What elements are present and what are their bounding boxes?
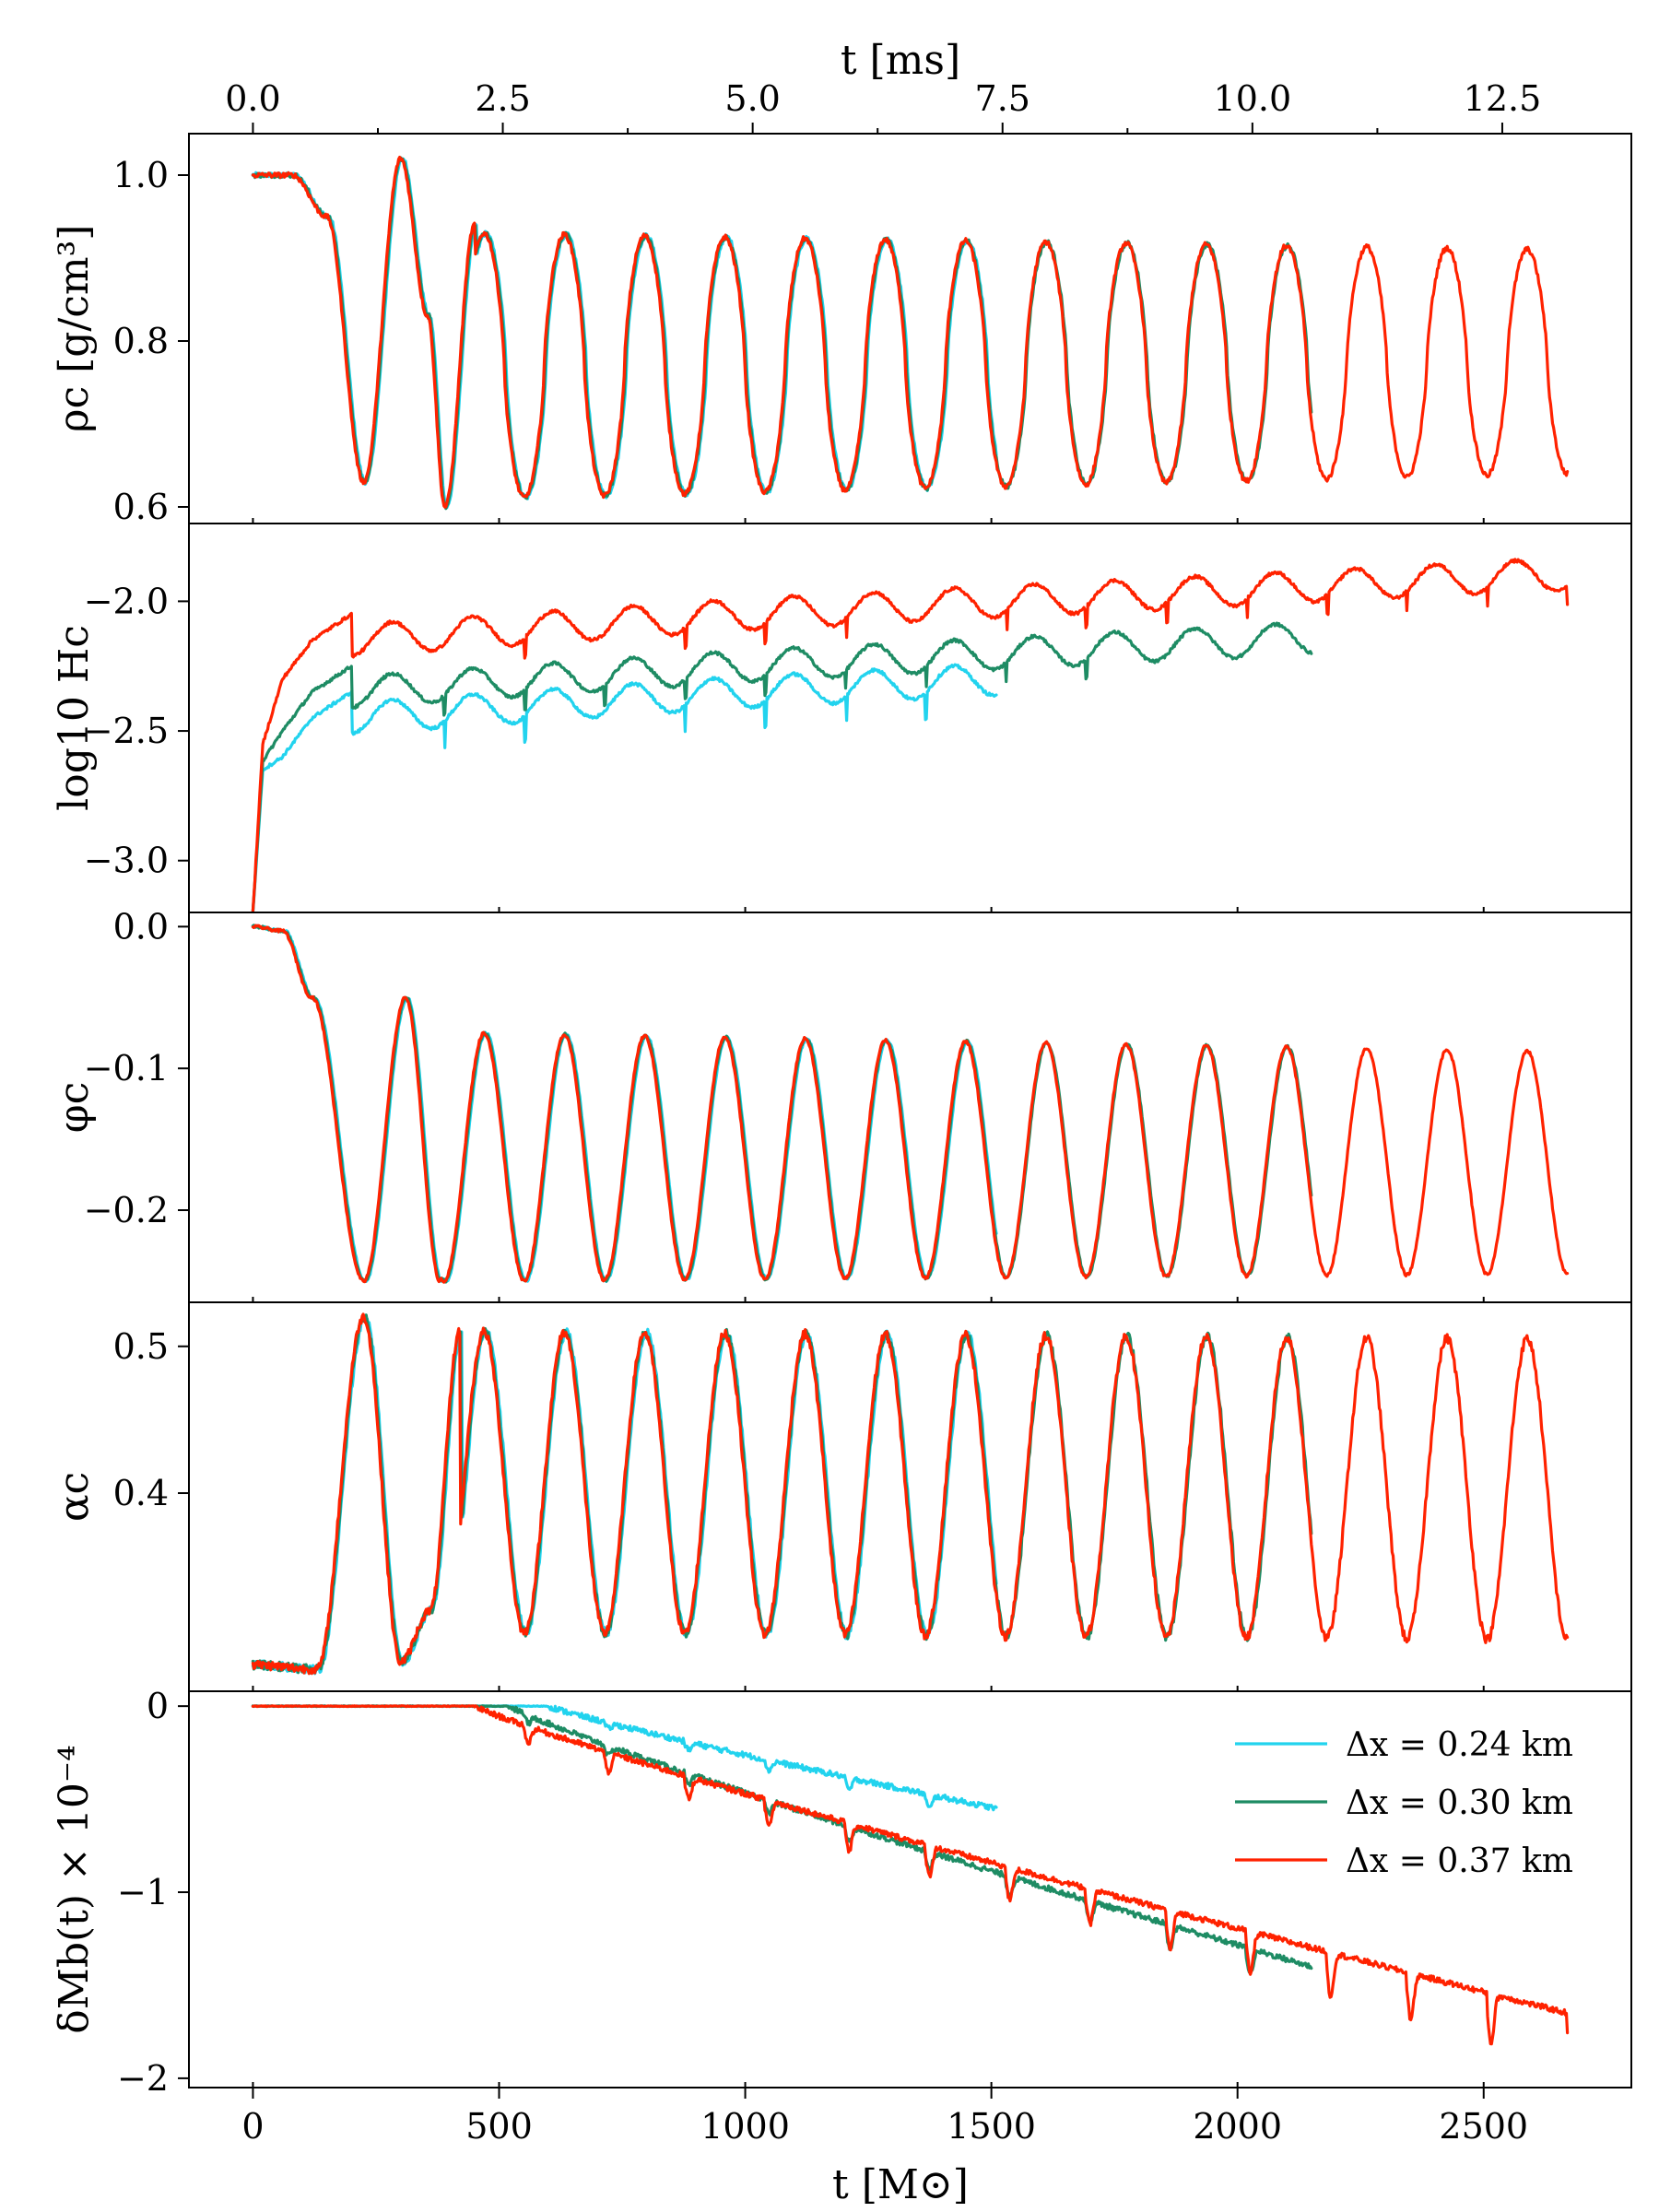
top-axis-title: t [ms] bbox=[841, 37, 960, 84]
panel-4: 0.4 0.5 αc bbox=[51, 1301, 1632, 1692]
top-tick-label: 2.5 bbox=[475, 78, 530, 119]
x-tick-label: 1000 bbox=[700, 2106, 790, 2147]
y-axis-title: ρc [g/cm³] bbox=[51, 225, 98, 433]
series-line-3 bbox=[251, 1704, 1570, 2046]
legend-label-1: Δx = 0.24 km bbox=[1346, 1726, 1573, 1764]
top-axis-ticks: 0.0 2.5 5.0 7.5 10.0 12.5 bbox=[225, 78, 1541, 134]
y-tick-label: −2.0 bbox=[84, 581, 169, 621]
y-tick-label: −0.1 bbox=[84, 1048, 169, 1088]
panel-5: −2 −1 0 δMb(t) × 10⁻⁴ bbox=[51, 1686, 1632, 2099]
series-group bbox=[251, 924, 1570, 1284]
series-line-3 bbox=[251, 1312, 1570, 1676]
top-tick-label: 10.0 bbox=[1214, 78, 1292, 119]
x-tick-label: 0 bbox=[241, 2106, 264, 2147]
series-line-3 bbox=[251, 558, 1570, 912]
series-line-2 bbox=[251, 1704, 1313, 1974]
y-tick-label: 1.0 bbox=[113, 155, 169, 195]
panel-frame bbox=[188, 1301, 1632, 1692]
bottom-axis-title: t [M⊙] bbox=[832, 2161, 969, 2208]
top-axis: t [ms] 0.0 2.5 5.0 7.5 10.0 12.5 bbox=[225, 37, 1541, 134]
legend: Δx = 0.24 km Δx = 0.30 km Δx = 0.37 km bbox=[1235, 1726, 1573, 1880]
series-line-2 bbox=[251, 1313, 1313, 1675]
series-group bbox=[251, 558, 1570, 912]
series-group bbox=[251, 156, 1570, 511]
y-axis-title: log10 Hc bbox=[51, 625, 98, 811]
y-tick-label: −2.5 bbox=[84, 711, 169, 751]
series-line-2 bbox=[251, 621, 1313, 912]
y-tick-label: −0.2 bbox=[84, 1190, 169, 1230]
top-tick-label: 12.5 bbox=[1464, 78, 1542, 119]
y-axis-title: φc bbox=[51, 1082, 98, 1133]
y-tick-label: 0 bbox=[147, 1686, 169, 1726]
series-group bbox=[251, 1704, 1570, 2046]
top-tick-label: 7.5 bbox=[975, 78, 1030, 119]
legend-label-3: Δx = 0.37 km bbox=[1346, 1842, 1573, 1880]
bottom-axis-ticks: 0 500 1000 1500 2000 2500 bbox=[241, 2088, 1528, 2147]
y-tick-label: −2 bbox=[117, 2058, 169, 2099]
y-tick-label: 0.8 bbox=[113, 321, 169, 361]
panel-frame bbox=[188, 1690, 1632, 2088]
y-axis-title: δMb(t) × 10⁻⁴ bbox=[51, 1745, 98, 2033]
y-tick-label: −3.0 bbox=[84, 841, 169, 881]
series-line-1 bbox=[251, 663, 998, 912]
series-line-3 bbox=[251, 924, 1570, 1284]
y-tick-label: 0.5 bbox=[113, 1326, 169, 1367]
series-group bbox=[251, 1312, 1570, 1676]
x-tick-label: 1500 bbox=[947, 2106, 1036, 2147]
legend-entry-1: Δx = 0.24 km bbox=[1235, 1726, 1573, 1764]
y-tick-label: 0.6 bbox=[113, 487, 169, 527]
legend-label-2: Δx = 0.30 km bbox=[1346, 1784, 1573, 1822]
y-tick-label: −1 bbox=[117, 1872, 169, 1912]
top-tick-label: 5.0 bbox=[724, 78, 780, 119]
legend-entry-2: Δx = 0.30 km bbox=[1235, 1784, 1573, 1822]
series-line-1 bbox=[251, 157, 998, 510]
x-tick-label: 2000 bbox=[1193, 2106, 1282, 2147]
y-tick-label: 0.0 bbox=[113, 906, 169, 947]
series-line-3 bbox=[251, 156, 1570, 509]
legend-entry-3: Δx = 0.37 km bbox=[1235, 1842, 1573, 1880]
bottom-axis: 0 500 1000 1500 2000 2500 t [M⊙] bbox=[241, 2088, 1528, 2208]
y-tick-label: 0.4 bbox=[113, 1473, 169, 1513]
panel-1: 0.6 0.8 1.0 ρc [g/cm³] bbox=[51, 133, 1632, 527]
y-axis-title: αc bbox=[51, 1472, 98, 1522]
series-line-1 bbox=[251, 924, 998, 1284]
x-tick-label: 2500 bbox=[1439, 2106, 1528, 2147]
x-tick-label: 500 bbox=[465, 2106, 533, 2147]
panel-3: −0.2 −0.1 0.0 φc bbox=[51, 906, 1632, 1303]
top-tick-label: 0.0 bbox=[225, 78, 280, 119]
